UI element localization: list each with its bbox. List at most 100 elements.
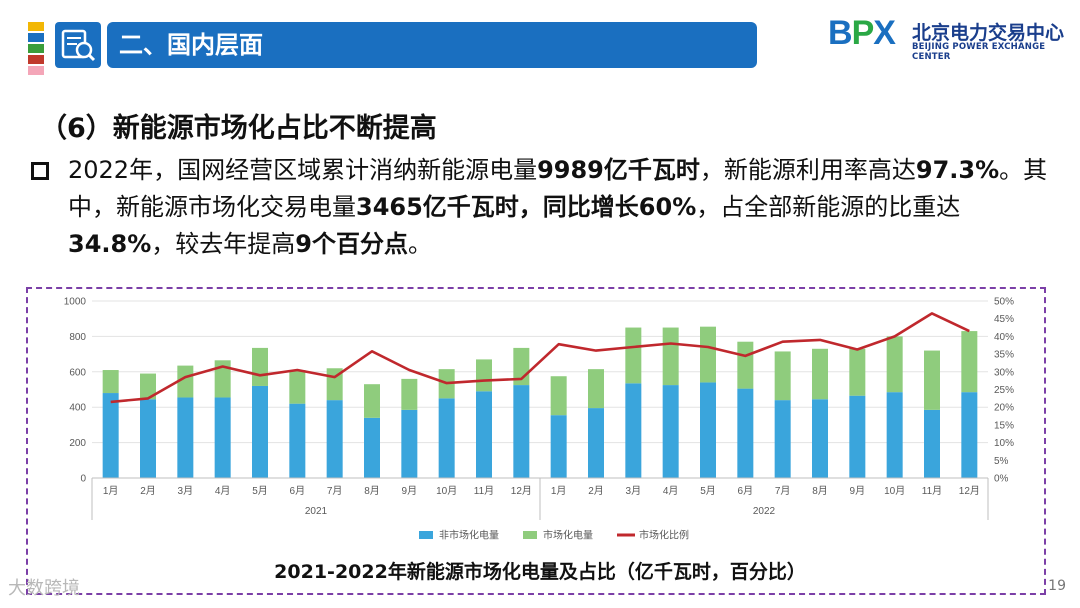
bar-non-market <box>849 395 866 478</box>
bar-non-market <box>102 393 119 478</box>
y-right-tick-label: 15% <box>994 420 1014 431</box>
x-tick-label: 2月 <box>588 485 604 497</box>
x-tick-label: 7月 <box>327 485 343 497</box>
stripe <box>28 33 44 42</box>
bar-market <box>737 341 754 389</box>
logo-mark: BPX <box>828 14 896 52</box>
x-tick-label: 11月 <box>922 485 942 497</box>
x-tick-label: 12月 <box>959 485 980 497</box>
bar-non-market <box>326 400 343 478</box>
x-tick-label: 5月 <box>252 485 268 497</box>
bar-market <box>140 373 156 400</box>
y-right-tick-label: 10% <box>994 438 1014 449</box>
bar-non-market <box>550 415 567 478</box>
chart-frame <box>26 287 1046 595</box>
x-tick-label: 8月 <box>364 485 380 497</box>
section-title: 二、国内层面 <box>107 22 757 68</box>
legend-label: 非市场化电量 <box>439 529 499 542</box>
y-left-tick-label: 200 <box>69 438 86 449</box>
legend-swatch-bar <box>419 531 433 539</box>
y-left-tick-label: 800 <box>69 332 86 343</box>
y-right-tick-label: 0% <box>994 474 1009 485</box>
x-tick-label: 7月 <box>775 485 791 497</box>
x-tick-label: 10月 <box>436 485 457 497</box>
stripe <box>28 22 44 31</box>
bar-non-market <box>513 385 530 478</box>
bar-market <box>849 348 866 396</box>
x-tick-label: 6月 <box>290 485 306 497</box>
bar-non-market <box>140 399 156 478</box>
x-tick-label: 4月 <box>663 485 679 497</box>
y-left-tick-label: 1000 <box>64 297 87 308</box>
bar-non-market <box>177 397 194 478</box>
para-text: ，占全部新能源的比重达 <box>696 193 961 221</box>
y-right-tick-label: 35% <box>994 350 1014 361</box>
legend-label: 市场化比例 <box>639 529 689 542</box>
y-right-tick-label: 5% <box>994 456 1009 467</box>
bar-market <box>625 327 642 384</box>
bar-market <box>812 348 828 400</box>
bar-market <box>662 327 679 386</box>
bar-market <box>550 376 567 416</box>
para-bold: 34.8% <box>68 230 152 258</box>
bar-market <box>588 369 604 409</box>
bar-market <box>700 326 716 383</box>
bar-market <box>252 347 268 386</box>
watermark: 大数跨境 <box>8 578 80 599</box>
bar-market <box>401 378 418 410</box>
bar-market <box>924 350 940 410</box>
stripe <box>28 66 44 75</box>
bar-market <box>177 365 194 398</box>
x-tick-label: 2月 <box>140 485 156 497</box>
bar-non-market <box>812 399 828 478</box>
x-tick-label: 1月 <box>103 485 119 497</box>
bar-non-market <box>588 408 604 478</box>
para-text: 2022年，国网经营区域累计消纳新能源电量 <box>68 156 538 184</box>
bar-non-market <box>961 392 978 478</box>
y-left-tick-label: 600 <box>69 367 86 378</box>
para-bold: 9989亿千瓦时 <box>537 156 700 184</box>
y-right-tick-label: 50% <box>994 297 1014 308</box>
para-text: 。其中，新能源市场化交易电量 <box>68 156 1048 221</box>
document-magnifier-icon <box>55 22 101 68</box>
header-color-stripes <box>28 22 44 77</box>
x-tick-label: 8月 <box>812 485 828 497</box>
para-bold: 9个百分点 <box>295 230 408 258</box>
y-right-tick-label: 30% <box>994 367 1014 378</box>
stripe <box>28 44 44 53</box>
x-tick-label: 10月 <box>884 485 905 497</box>
x-tick-label: 3月 <box>178 485 194 497</box>
bar-non-market <box>476 391 492 478</box>
logo-chinese-name: 北京电力交易中心 <box>912 22 1065 44</box>
x-tick-label: 9月 <box>402 485 418 497</box>
para-bold: 97.3% <box>915 156 1000 184</box>
para-text: 。 <box>407 230 432 258</box>
bar-market <box>289 370 306 404</box>
bar-non-market <box>886 392 903 478</box>
bar-market <box>364 384 380 418</box>
bullet-square-icon <box>31 162 49 180</box>
bar-non-market <box>737 388 754 478</box>
bar-non-market <box>625 383 642 478</box>
x-group-label: 2021 <box>305 506 328 517</box>
x-tick-label: 9月 <box>850 485 866 497</box>
bar-non-market <box>662 385 679 478</box>
y-left-tick-label: 400 <box>69 403 86 414</box>
bar-market <box>961 331 978 393</box>
bar-market <box>886 336 903 393</box>
x-tick-label: 4月 <box>215 485 231 497</box>
bar-market <box>214 360 231 398</box>
chart-title: 2021-2022年新能源市场化电量及占比（亿千瓦时，百分比） <box>274 561 806 583</box>
bar-non-market <box>289 403 306 478</box>
x-tick-label: 5月 <box>700 485 716 497</box>
y-left-tick-label: 0 <box>80 474 86 485</box>
legend-swatch-bar <box>523 531 537 539</box>
bar-non-market <box>924 409 940 478</box>
bar-non-market <box>252 385 268 478</box>
bar-non-market <box>700 382 716 478</box>
bar-non-market <box>774 400 791 478</box>
page-number: 19 <box>1048 578 1066 594</box>
para-text: ，新能源利用率高达 <box>699 156 916 184</box>
x-group-label: 2022 <box>753 506 776 517</box>
